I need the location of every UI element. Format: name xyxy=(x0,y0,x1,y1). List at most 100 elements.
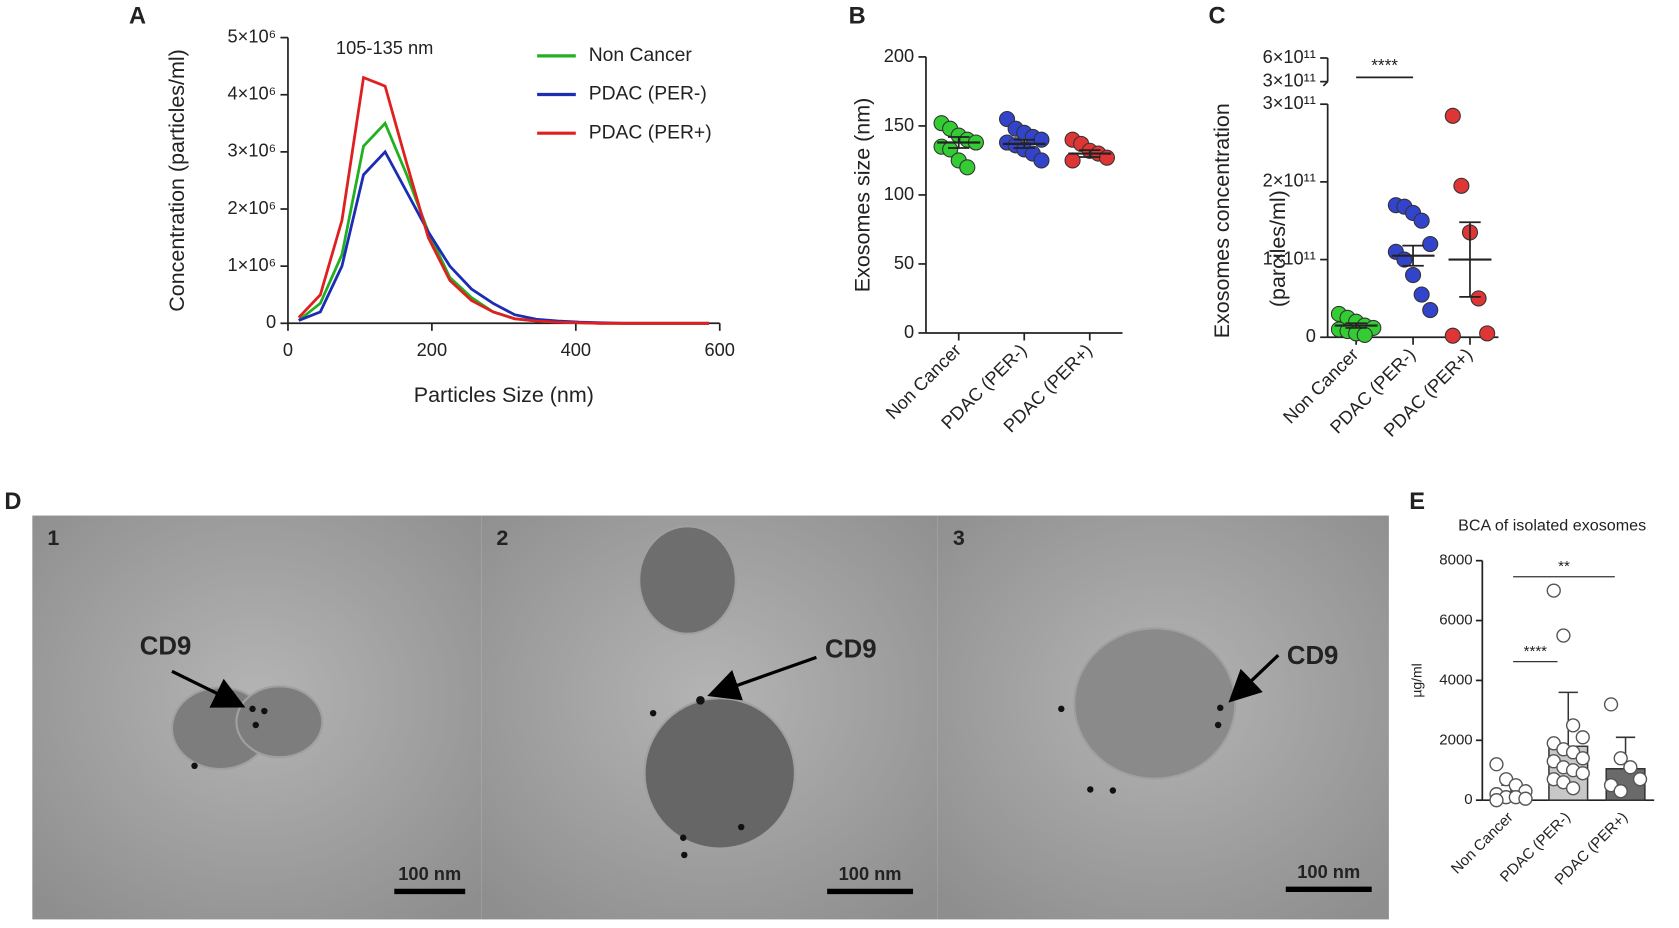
data-point xyxy=(1565,781,1581,796)
data-point xyxy=(959,159,976,176)
data-point xyxy=(1518,791,1533,806)
data-point xyxy=(1623,760,1638,775)
y-axis-label: Exosomes size (nm) xyxy=(850,98,874,292)
annotation: 105-135 nm xyxy=(336,37,433,58)
data-point xyxy=(1396,251,1413,268)
micrographs xyxy=(32,515,1389,920)
scale-bar-label: 100 nm xyxy=(398,863,461,884)
data-point xyxy=(1489,793,1504,808)
data-point xyxy=(1413,286,1430,303)
scale-bar-label: 100 nm xyxy=(1297,861,1360,882)
y-axis-label: Exosomes concentration xyxy=(1210,103,1234,338)
y-tick-label: 3×10¹¹ xyxy=(1263,69,1316,90)
y-tick-label: 6000 xyxy=(1439,612,1472,629)
marker-label: CD9 xyxy=(140,632,192,660)
x-tick-label: 0 xyxy=(283,339,293,360)
y-tick-label: 0 xyxy=(266,311,276,332)
y-tick-label: 3×10¹¹ xyxy=(1263,92,1316,113)
y-tick-label: 50 xyxy=(894,252,914,273)
error-bar xyxy=(1402,244,1424,267)
scale-bar-label: 100 nm xyxy=(839,863,902,884)
error-bar xyxy=(1079,149,1101,158)
y-tick-label: 1×10⁶ xyxy=(228,254,277,275)
y-tick-label: 3×10⁶ xyxy=(228,140,277,161)
legend-label: Non Cancer xyxy=(589,45,693,66)
error-bar xyxy=(947,136,970,149)
y-axis-label: (parciles/ml) xyxy=(1266,190,1290,307)
data-point xyxy=(1613,751,1628,766)
data-point xyxy=(1632,772,1648,787)
y-tick-label: 0 xyxy=(1464,791,1472,808)
data-point xyxy=(1033,152,1050,169)
y-tick-label: 2×10¹¹ xyxy=(1263,170,1316,191)
legend-label: PDAC (PER-) xyxy=(589,84,707,105)
line-series xyxy=(298,149,709,325)
data-point xyxy=(1546,583,1561,598)
y-tick-label: 4000 xyxy=(1439,671,1472,688)
panel-label: E xyxy=(1409,489,1425,515)
data-point xyxy=(1489,757,1504,772)
image-number: 3 xyxy=(953,526,965,550)
y-tick-label: 1×10¹¹ xyxy=(1263,247,1316,268)
data-point xyxy=(1405,267,1422,284)
y-tick-label: 200 xyxy=(884,45,914,66)
vesicles xyxy=(170,525,1237,850)
panel-label: C xyxy=(1208,3,1225,29)
x-tick-label: 400 xyxy=(561,339,591,360)
arrows xyxy=(171,654,1280,708)
y-tick-label: 2000 xyxy=(1439,731,1472,748)
line-series xyxy=(297,75,709,325)
x-axis-label: Particles Size (nm) xyxy=(414,383,594,407)
y-tick-label: 100 xyxy=(884,183,914,204)
gold-particles xyxy=(191,696,1224,859)
y-tick-label: 0 xyxy=(904,321,914,342)
x-tick-label: 200 xyxy=(417,339,447,360)
data-point xyxy=(1479,325,1496,342)
y-tick-label: 2×10⁶ xyxy=(228,197,277,218)
data-point xyxy=(1470,290,1487,307)
data-point xyxy=(1453,177,1470,194)
data-point xyxy=(1064,152,1081,169)
significance-label: **** xyxy=(1371,55,1398,75)
data-point xyxy=(1444,327,1461,344)
data-point xyxy=(1556,628,1571,643)
data-point xyxy=(1613,784,1628,799)
significance-label: **** xyxy=(1524,643,1548,660)
panel-label: D xyxy=(4,489,21,515)
line-series xyxy=(297,120,709,325)
y-tick-label: 4×10⁶ xyxy=(228,83,277,104)
legend-label: PDAC (PER+) xyxy=(589,122,712,143)
marker-label: CD9 xyxy=(1287,642,1339,670)
x-tick-label: 600 xyxy=(705,339,735,360)
data-point xyxy=(1422,302,1439,319)
scale-bars xyxy=(394,886,1372,895)
data-point xyxy=(1575,766,1590,781)
marker-label: CD9 xyxy=(825,636,877,664)
image-number: 2 xyxy=(496,526,508,550)
y-axis-label: Concentration (particles/ml) xyxy=(165,49,189,311)
y-tick-label: 8000 xyxy=(1439,552,1472,569)
error-bar xyxy=(1459,221,1481,298)
data-point xyxy=(1575,751,1590,766)
y-tick-label: 0 xyxy=(1306,325,1316,346)
error-bar xyxy=(1013,138,1035,149)
image-number: 1 xyxy=(47,526,59,550)
panel-label: B xyxy=(849,3,866,29)
panel-label: A xyxy=(129,3,146,29)
significance-label: ** xyxy=(1558,558,1570,575)
chart-title: BCA of isolated exosomes xyxy=(1458,517,1646,535)
data-point xyxy=(1575,730,1590,745)
y-tick-label: 6×10¹¹ xyxy=(1263,46,1316,67)
error-bar xyxy=(1345,322,1367,329)
data-point xyxy=(1033,131,1050,148)
data-point xyxy=(1413,212,1430,229)
data-point xyxy=(1444,107,1461,124)
y-tick-label: 5×10⁶ xyxy=(228,25,277,46)
error-bar xyxy=(1558,691,1578,747)
data-point xyxy=(1098,149,1116,166)
y-tick-label: 150 xyxy=(884,114,914,135)
data-point xyxy=(1422,235,1439,253)
data-point xyxy=(1356,326,1373,343)
y-axis-label: µg/ml xyxy=(1409,663,1425,697)
